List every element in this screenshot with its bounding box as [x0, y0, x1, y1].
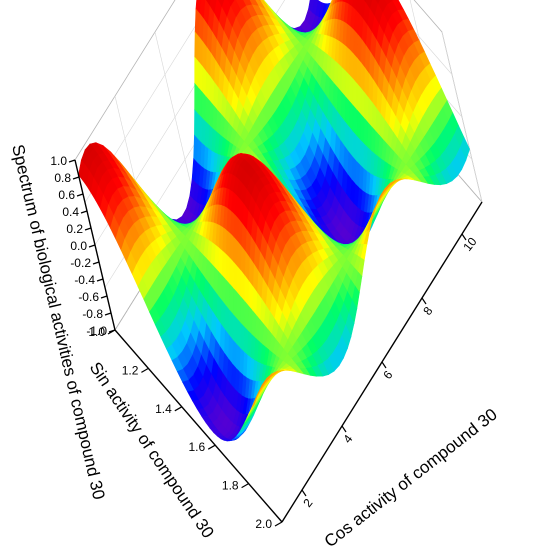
surface-patch: [349, 74, 354, 107]
surface-patch: [229, 257, 234, 290]
y-tick-mark: [241, 483, 249, 489]
z-tick-mark: [92, 261, 100, 265]
x-tick-label: 2: [300, 496, 315, 510]
surface-patch: [233, 261, 238, 294]
surface-patch: [348, 100, 354, 133]
z-tick-label: -1.0: [86, 324, 107, 338]
y-axis-ticks: 1.0 1.2 1.4 1.6 1.8 2.0: [88, 325, 283, 531]
z-tick-mark: [96, 278, 104, 282]
grid-line: [154, 31, 196, 203]
z-tick-mark: [76, 193, 84, 197]
y-tick-label: 1.2: [122, 363, 139, 377]
surface-patch: [236, 265, 242, 299]
x-tick-mark: [381, 361, 387, 369]
z-tick-mark: [100, 295, 108, 299]
z-tick-mark: [80, 210, 88, 214]
surface-patch: [194, 56, 199, 89]
z-tick-label: 0.0: [70, 239, 87, 253]
surface-patch: [237, 291, 242, 325]
y-axis-line: [114, 329, 283, 523]
z-tick-label: 0.4: [62, 205, 79, 219]
surface-patch: [240, 270, 246, 303]
x-tick-label: 6: [380, 368, 395, 382]
surface-patch: [345, 70, 350, 103]
surface-patch: [349, 49, 354, 81]
x-tick-label: 4: [340, 432, 355, 446]
z-tick-mark: [84, 227, 92, 231]
z-tick-mark: [72, 176, 80, 180]
x-tick-mark: [341, 425, 347, 433]
y-tick-label: 2.0: [255, 517, 272, 531]
z-tick-mark: [68, 159, 76, 163]
surface-patch: [201, 91, 207, 123]
x-tick-label: 8: [420, 304, 435, 318]
surface-patch: [229, 283, 234, 316]
surface-patch: [356, 82, 362, 116]
z-tick-mark: [104, 312, 112, 316]
z-tick-label: -0.2: [70, 256, 91, 270]
surface-patch: [233, 236, 239, 268]
surface-patch: [194, 31, 200, 63]
surface-patch: [360, 87, 366, 120]
surface-patch: [198, 87, 203, 120]
y-tick-mark: [174, 406, 183, 412]
surface-patch: [356, 57, 362, 90]
surface-patch: [352, 53, 358, 85]
x-axis-title: Cos activity of compound 30: [321, 405, 501, 550]
surface-patch: [341, 67, 347, 98]
z-tick-label: 0.2: [66, 222, 83, 236]
z-tick-label: 0.6: [58, 188, 75, 202]
surface-patch: [252, 393, 259, 408]
surface-plot: [78, 0, 470, 442]
z-tick-label: 1.0: [50, 154, 67, 168]
surface-patch: [236, 318, 242, 350]
surface-patch: [232, 314, 238, 346]
y-tick-label: 1.4: [155, 402, 172, 416]
surface-patch: [352, 78, 358, 111]
y-tick-mark: [107, 329, 116, 335]
surface-patch: [352, 104, 358, 138]
z-tick-mark: [88, 244, 96, 248]
grid-line: [441, 31, 483, 203]
surface-patch: [356, 109, 362, 142]
surface-patch: [244, 275, 250, 308]
y-tick-label: 1.0: [88, 325, 105, 339]
surface-patch: [352, 131, 358, 163]
x-tick-mark: [461, 233, 467, 241]
y-tick-mark: [141, 367, 149, 373]
x-tick-mark: [421, 297, 427, 305]
z-tick-label: -0.6: [78, 290, 99, 304]
z-axis-ticks: 1.0 0.8 0.6 0.4 0.2 0.0 -0.2 -0.4 -0.6 -0.8 -1.0: [50, 154, 116, 338]
z-tick-label: -0.8: [82, 307, 103, 321]
x-tick-mark: [301, 489, 307, 497]
surface-patch: [360, 113, 365, 146]
surface-patch: [194, 82, 199, 116]
y-tick-label: 1.6: [189, 440, 206, 454]
y-tick-mark: [274, 521, 283, 527]
surface-patch: [240, 296, 246, 329]
surface-patch: [233, 287, 238, 321]
surface-patch: [198, 60, 203, 94]
y-tick-mark: [207, 444, 216, 450]
surface-patch: [237, 240, 243, 273]
surface-patch: [201, 65, 207, 98]
surface-patch: [194, 109, 199, 141]
y-tick-label: 1.8: [222, 479, 239, 493]
z-tick-label: 0.8: [54, 171, 71, 185]
x-tick-label: 10: [460, 234, 479, 253]
surface-patch: [221, 250, 227, 281]
surface-patch: [360, 62, 366, 94]
surface-patch: [225, 279, 231, 312]
surface-patch: [225, 253, 231, 285]
z-tick-label: -0.4: [74, 273, 95, 287]
